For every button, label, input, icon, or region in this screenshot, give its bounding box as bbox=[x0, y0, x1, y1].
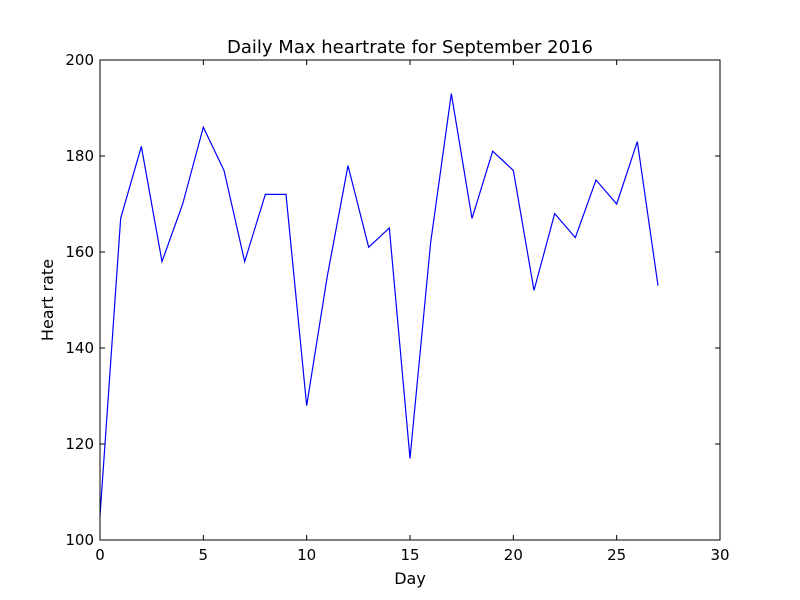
plot-area bbox=[100, 60, 720, 540]
x-axis-label: Day bbox=[394, 569, 426, 588]
series-line bbox=[99, 93, 659, 517]
y-tick-label: 100 bbox=[65, 531, 94, 549]
x-tick-label: 5 bbox=[199, 546, 209, 564]
series-line-group bbox=[99, 93, 659, 517]
x-tick-label: 15 bbox=[400, 546, 419, 564]
y-tick-label: 200 bbox=[65, 51, 94, 69]
y-tick-label: 180 bbox=[65, 147, 94, 165]
y-axis-label: Heart rate bbox=[38, 259, 57, 341]
x-tick-label: 20 bbox=[504, 546, 523, 564]
x-tick-label: 30 bbox=[710, 546, 729, 564]
x-tick-label: 0 bbox=[95, 546, 105, 564]
y-tick-label: 120 bbox=[65, 435, 94, 453]
y-tick-label: 160 bbox=[65, 243, 94, 261]
x-tick-label: 10 bbox=[297, 546, 316, 564]
y-tick-label: 140 bbox=[65, 339, 94, 357]
plot-frame bbox=[99, 59, 721, 541]
axis-ticks: 0 5 10 15 20 25 30 100 120 140 160 180 200 bbox=[65, 51, 729, 564]
x-tick-label: 25 bbox=[607, 546, 626, 564]
chart-title: Daily Max heartrate for September 2016 bbox=[227, 37, 593, 58]
